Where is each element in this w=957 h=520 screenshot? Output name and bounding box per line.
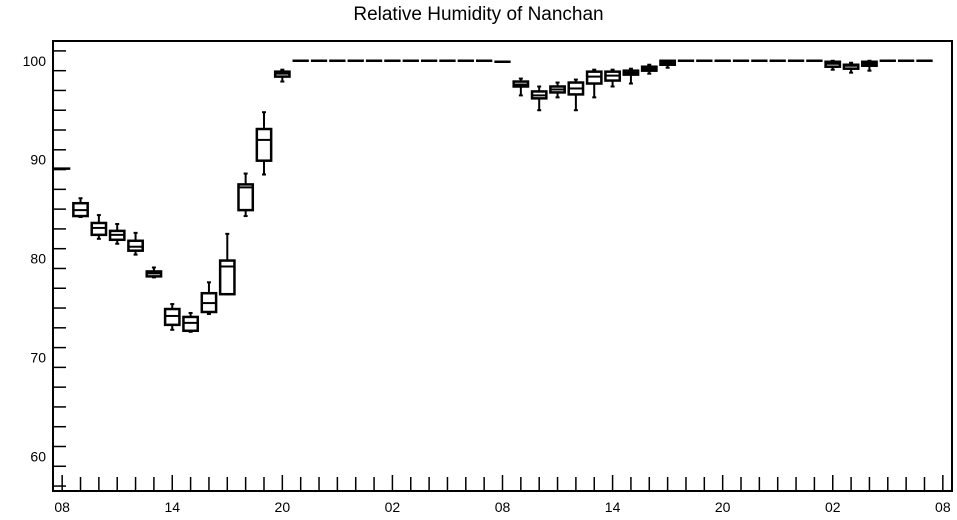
box-item (273, 68, 291, 83)
y-axis: 60 70 80 90 100 (23, 50, 66, 487)
box-item (145, 266, 163, 279)
box-body (255, 127, 273, 162)
chart-title: Relative Humidity of Nanchan (353, 4, 604, 25)
box-item (90, 214, 108, 240)
box-item (659, 59, 677, 69)
box-body (237, 183, 255, 212)
x-tick-label: 02 (825, 499, 841, 515)
box-item (585, 68, 603, 99)
x-tick-label: 08 (495, 499, 511, 515)
box-body (218, 259, 236, 296)
y-tick-label: 70 (30, 349, 46, 365)
box-item (530, 85, 548, 112)
box-item (127, 231, 144, 256)
x-tick-label: 14 (164, 499, 180, 515)
box-item (842, 61, 860, 74)
box-item (622, 67, 640, 85)
box-item (640, 63, 658, 75)
box-item (824, 59, 842, 71)
x-tick-label: 20 (715, 499, 731, 515)
box-item (237, 172, 255, 218)
box-item (861, 59, 878, 72)
y-tick-label: 100 (23, 53, 47, 69)
x-tick-label: 20 (275, 499, 291, 515)
x-tick-label: 02 (385, 499, 401, 515)
box-item (200, 281, 218, 315)
box-series (54, 59, 933, 333)
y-tick-label: 90 (30, 152, 46, 168)
box-item (567, 78, 585, 112)
x-axis: 08 14 20 02 08 14 20 02 08 (54, 475, 951, 515)
box-item (549, 81, 566, 99)
box-item (255, 111, 273, 176)
x-tick-label: 08 (54, 499, 70, 515)
box-item (108, 222, 126, 245)
box-item (218, 232, 236, 296)
box-item (604, 68, 621, 88)
x-tick-label: 14 (605, 499, 621, 515)
plot-frame (52, 40, 953, 492)
x-tick-label: 08 (935, 499, 951, 515)
box-item (163, 303, 181, 331)
y-tick-label: 80 (30, 251, 46, 267)
box-item (72, 197, 89, 219)
y-tick-label: 60 (30, 448, 46, 464)
box-item (512, 77, 530, 97)
box-item (182, 311, 200, 333)
